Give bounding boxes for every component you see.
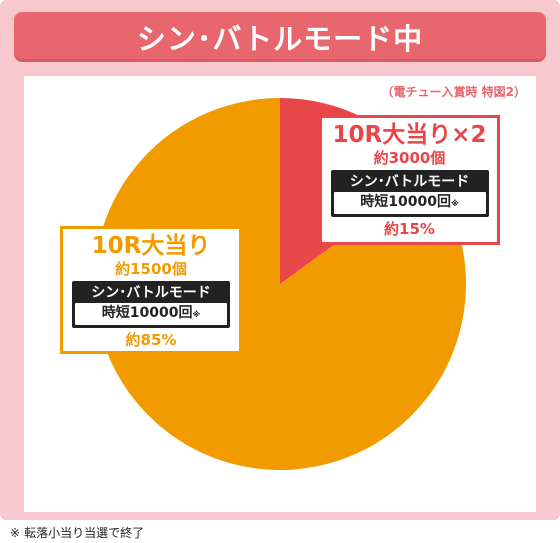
pie-slice-major — [94, 98, 467, 470]
jitan-text-major: 時短10000回 — [101, 305, 193, 321]
slice-count-major: 約1500個 — [115, 260, 187, 278]
footnote-text: 転落小当り当選で終了 — [24, 526, 145, 540]
footnote-mark: ※ — [10, 526, 21, 540]
note-mark: ※ — [450, 199, 459, 208]
note-mark: ※ — [192, 310, 201, 319]
mode-box-major: シン･バトルモード 時短10000回※ — [72, 281, 230, 328]
jitan-text-minor: 時短10000回 — [360, 194, 451, 210]
source-note: （電チュー入賞時 特図2） — [381, 85, 526, 99]
mode-name-major: シン･バトルモード — [91, 285, 211, 301]
slice-ratio-minor: 約15% — [384, 220, 435, 238]
label-box-minor: 10R大当り×2 約3000個 シン･バトルモード 時短10000回※ 約15% — [319, 115, 500, 245]
slice-label-minor: 10R大当り×2 — [332, 122, 487, 148]
mode-box-minor: シン･バトルモード 時短10000回※ — [330, 170, 489, 217]
jitan-minor: 時短10000回※ — [333, 192, 486, 214]
page-title: シン･バトルモード中 — [136, 22, 424, 56]
title-bar: シン･バトルモード中 — [14, 12, 546, 62]
slice-label-major: 10R大当り — [91, 233, 211, 259]
slice-count-minor: 約3000個 — [373, 149, 446, 167]
footnote: ※ 転落小当り当選で終了 — [10, 524, 144, 541]
slice-ratio-major: 約85% — [125, 331, 177, 349]
label-box-major: 10R大当り 約1500個 シン･バトルモード 時短10000回※ 約85% — [60, 226, 242, 354]
jitan-major: 時短10000回※ — [75, 303, 227, 325]
mode-name-minor: シン･バトルモード — [349, 174, 470, 190]
